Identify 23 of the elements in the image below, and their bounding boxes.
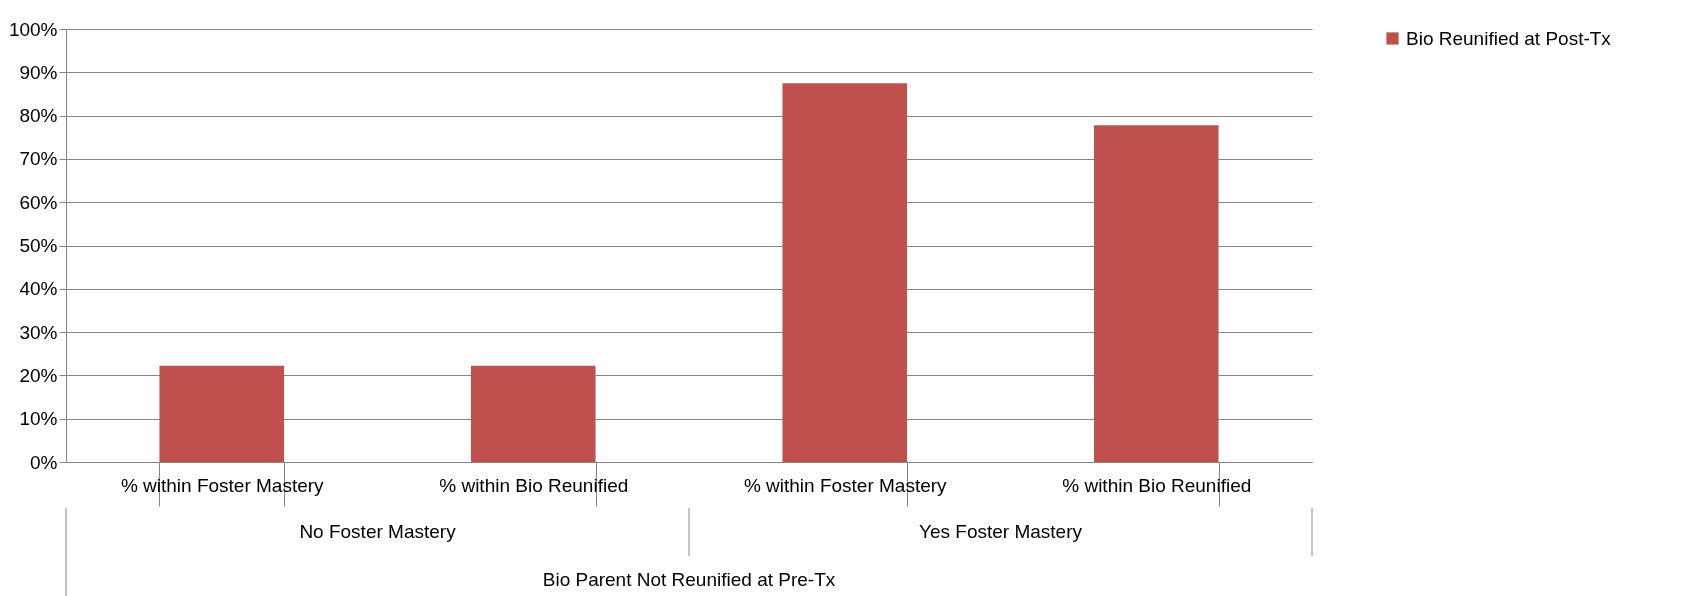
y-tick-label: 30%	[19, 321, 58, 343]
y-tick-label: 80%	[19, 105, 58, 127]
text: Yes Foster Mastery	[919, 521, 1083, 542]
bar	[470, 365, 596, 462]
x-tick-label: % within Foster Mastery	[120, 474, 325, 496]
y-tick-label: 100%	[8, 18, 58, 40]
y-tick-label: 0%	[30, 451, 58, 473]
text: No Foster Mastery	[299, 521, 457, 542]
y-tick-label: 20%	[19, 364, 58, 386]
bar	[159, 365, 285, 462]
y-tick-label: 70%	[19, 148, 58, 170]
y-tick-label: 50%	[19, 235, 58, 256]
y-tick-label: 90%	[19, 61, 58, 83]
x-tick-label: % within Bio Reunified	[439, 474, 629, 496]
text: Bio Parent Not Reunified at Pre-Tx	[542, 569, 836, 590]
x-tick-label: % within Bio Reunified	[1062, 474, 1252, 496]
y-tick-label: 60%	[19, 191, 58, 213]
y-tick-label: 40%	[19, 278, 58, 300]
bar	[1093, 125, 1219, 462]
legend-label: Bio Reunified at Post-Tx	[1406, 27, 1612, 49]
y-tick-label: 10%	[19, 408, 58, 430]
bar	[782, 83, 908, 462]
x-tick-label: % within Foster Mastery	[743, 474, 948, 496]
